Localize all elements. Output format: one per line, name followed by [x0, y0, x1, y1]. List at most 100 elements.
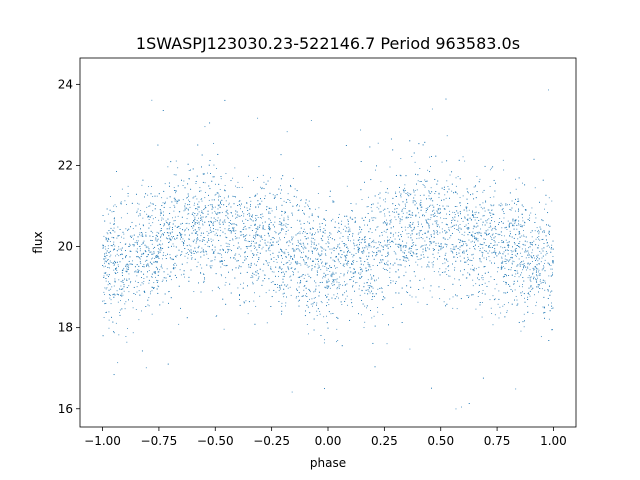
data-point: [499, 252, 501, 254]
data-point: [155, 234, 157, 236]
data-point: [354, 272, 356, 274]
data-point: [487, 209, 489, 211]
data-point: [104, 293, 106, 295]
data-point: [375, 169, 376, 171]
data-point: [286, 226, 288, 228]
data-point: [430, 217, 432, 219]
data-point: [545, 203, 547, 205]
data-point: [108, 281, 110, 283]
data-point: [151, 215, 153, 217]
data-point: [417, 301, 419, 303]
data-point: [105, 239, 107, 241]
data-point: [137, 272, 139, 274]
data-point: [397, 243, 399, 245]
data-point: [361, 239, 363, 241]
data-point: [501, 204, 503, 206]
data-point: [525, 210, 527, 211]
data-point: [493, 240, 495, 242]
data-point: [211, 241, 213, 243]
data-point: [523, 234, 525, 236]
data-point: [128, 264, 130, 266]
data-point: [225, 277, 227, 279]
data-point: [459, 255, 461, 257]
data-point: [299, 243, 301, 245]
data-point: [154, 208, 156, 210]
data-point: [110, 294, 111, 296]
data-point: [528, 275, 530, 277]
data-point: [233, 229, 235, 231]
data-point: [444, 262, 446, 264]
data-point: [256, 177, 258, 178]
data-point: [248, 301, 250, 303]
data-point: [235, 217, 236, 219]
data-point: [548, 197, 550, 199]
data-point: [137, 208, 139, 210]
data-point: [212, 244, 214, 246]
data-point: [300, 200, 302, 202]
data-point: [187, 208, 189, 210]
data-point: [394, 208, 396, 210]
data-point: [491, 239, 493, 240]
data-point: [374, 280, 376, 282]
data-point: [156, 240, 158, 242]
data-point: [402, 212, 404, 214]
data-point: [522, 220, 524, 222]
data-point: [225, 215, 227, 217]
data-point: [534, 187, 536, 189]
data-point: [263, 274, 265, 276]
data-point: [366, 206, 368, 208]
data-point: [172, 217, 173, 219]
data-point: [511, 207, 513, 209]
data-point: [175, 190, 177, 192]
data-point: [278, 267, 280, 269]
data-point: [334, 221, 336, 223]
data-point: [459, 227, 461, 229]
data-point: [217, 229, 219, 231]
data-point: [114, 249, 116, 250]
data-point: [349, 230, 351, 232]
data-point: [279, 232, 281, 234]
data-point: [468, 273, 470, 275]
data-point: [377, 226, 379, 228]
data-point: [523, 230, 524, 232]
data-point: [480, 218, 482, 220]
data-point: [130, 281, 132, 282]
data-point: [463, 252, 465, 254]
data-point: [456, 206, 458, 207]
data-point: [158, 248, 159, 250]
data-point: [230, 230, 232, 232]
data-point: [342, 293, 344, 295]
data-point: [498, 222, 500, 223]
data-point: [181, 233, 183, 235]
data-point: [119, 228, 121, 230]
data-point: [380, 245, 382, 247]
data-point: [534, 230, 536, 232]
data-point: [215, 219, 217, 221]
data-point: [338, 261, 340, 263]
data-point: [300, 199, 302, 201]
data-point: [280, 269, 282, 271]
data-point: [116, 237, 118, 239]
data-point: [143, 278, 145, 279]
data-point: [486, 234, 488, 236]
data-point: [220, 245, 222, 247]
data-point: [300, 256, 301, 258]
data-point: [269, 250, 271, 252]
data-point: [264, 278, 266, 280]
data-point: [300, 223, 302, 225]
data-point: [395, 271, 397, 273]
data-point: [371, 251, 373, 253]
data-point: [198, 201, 200, 203]
data-point: [522, 182, 523, 184]
data-point: [183, 180, 185, 182]
data-point: [153, 250, 155, 252]
data-point: [439, 208, 441, 210]
data-point: [408, 217, 409, 218]
data-point: [494, 236, 496, 238]
data-point: [463, 243, 464, 245]
data-point: [492, 251, 494, 253]
data-point: [128, 273, 130, 275]
data-point: [264, 198, 266, 200]
data-point: [266, 209, 268, 211]
data-point: [303, 260, 305, 262]
